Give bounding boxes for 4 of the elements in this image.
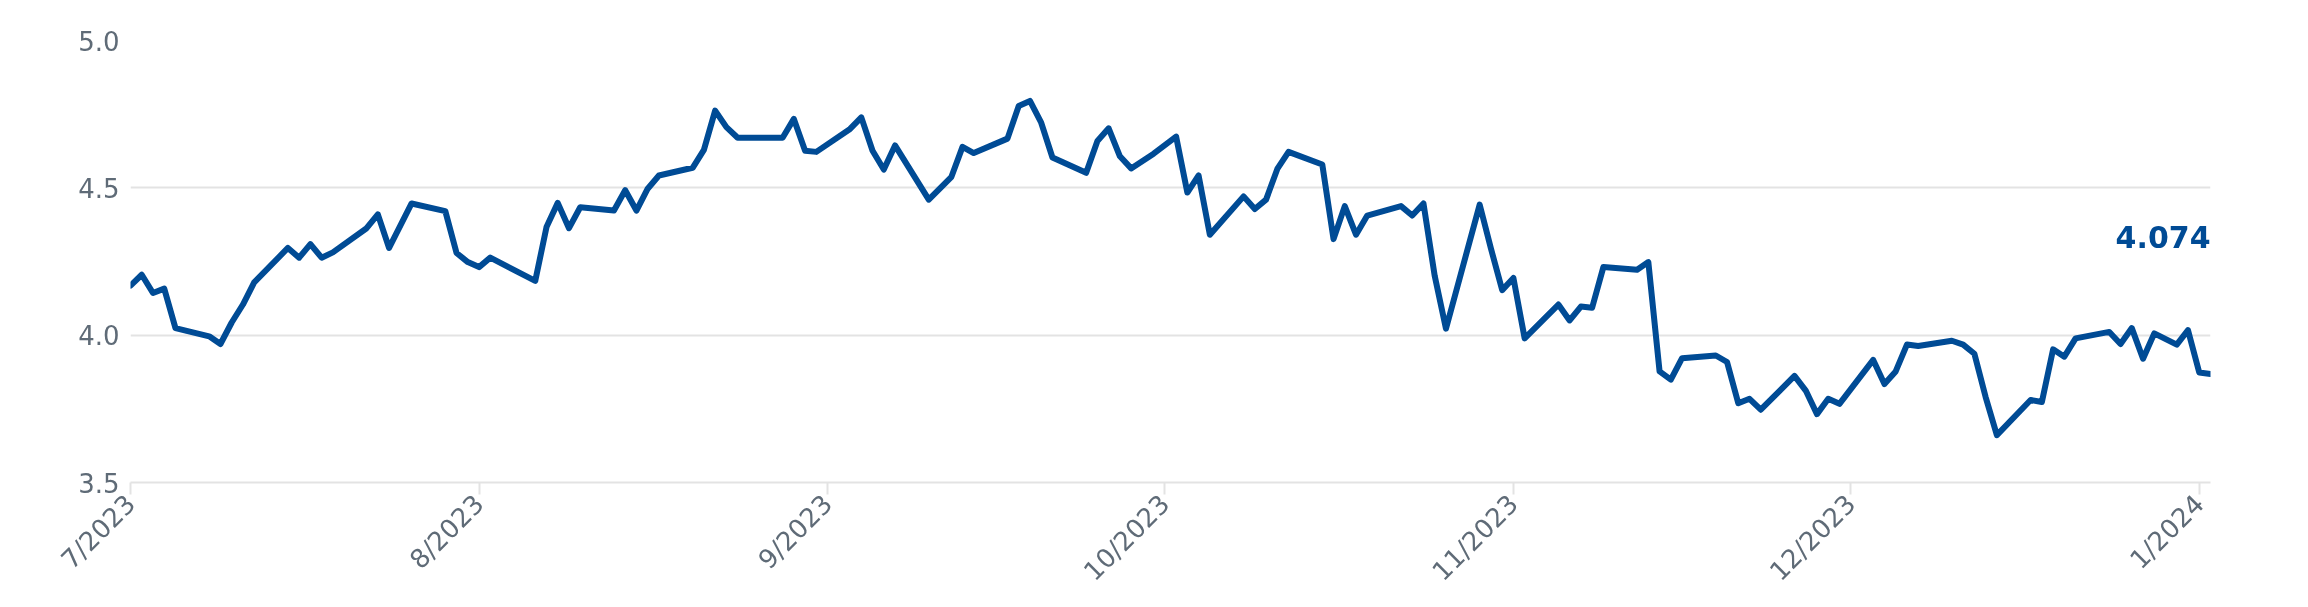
y-tick-label: 5.0	[78, 26, 120, 57]
y-tick-label: 4.0	[78, 321, 120, 352]
annotation: 4.074	[2115, 220, 2211, 256]
y-tick-label: 4.5	[78, 173, 120, 204]
